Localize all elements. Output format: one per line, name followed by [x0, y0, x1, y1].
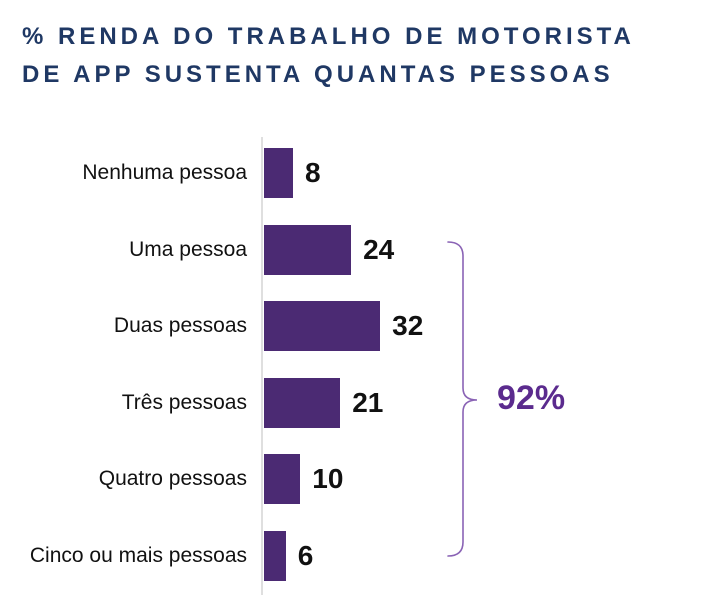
chart-title-line-1: % RENDA DO TRABALHO DE MOTORISTA — [22, 23, 635, 50]
bar — [264, 301, 381, 352]
group-annotation-label: 92% — [497, 379, 566, 417]
category-label: Cinco ou mais pessoas — [29, 544, 247, 567]
bar-row: Uma pessoa 24 — [0, 224, 718, 275]
category-label: Nenhuma pessoa — [82, 161, 247, 184]
bar — [264, 454, 301, 505]
value-label: 6 — [297, 540, 314, 571]
value-label: 32 — [392, 310, 424, 342]
bar-row: Duas pessoas 32 — [0, 301, 718, 352]
category-label: Duas pessoas — [113, 314, 247, 338]
category-label: Quatro pessoas — [98, 467, 247, 491]
chart-title: % RENDA DO TRABALHO DE MOTORISTA DE APP … — [22, 18, 712, 94]
bar — [264, 377, 341, 428]
category-label: Uma pessoa — [129, 237, 247, 261]
bar — [264, 148, 294, 198]
bar-row: Quatro pessoas 10 — [0, 454, 718, 505]
category-label: Três pessoas — [121, 390, 247, 414]
bar — [264, 531, 286, 581]
value-label: 8 — [305, 157, 321, 188]
value-label: 24 — [363, 233, 395, 265]
group-bracket — [447, 241, 478, 557]
bar-row: Três pessoas 21 — [0, 377, 718, 428]
bar — [264, 224, 352, 275]
bar-row: Cinco ou mais pessoas 6 — [0, 531, 718, 581]
bar-row: Nenhuma pessoa 8 — [0, 148, 718, 198]
value-label: 10 — [312, 463, 344, 495]
value-label: 21 — [352, 386, 384, 418]
category-axis-line — [261, 137, 263, 595]
chart-title-line-2: DE APP SUSTENTA QUANTAS PESSOAS — [22, 61, 614, 88]
curly-brace-icon — [447, 241, 478, 557]
